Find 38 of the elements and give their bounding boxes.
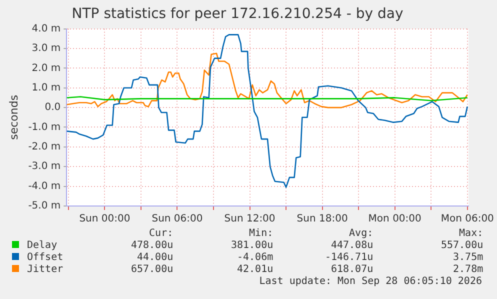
text: 447.08u [330, 240, 374, 252]
text: Avg: [348, 228, 374, 240]
text: 657.00u [130, 264, 174, 276]
x-tick-label: Mon 06:00 [440, 214, 494, 225]
x-tick-label: Sun 18:00 [296, 214, 348, 225]
text: 3.75m [452, 252, 484, 264]
x-tick-label: Mon 00:00 [368, 214, 422, 225]
text: 478.00u [130, 240, 174, 252]
x-tick-label: Sun 06:00 [152, 214, 203, 225]
y-tick-label: 1.0 m [32, 82, 61, 94]
legend-label: Delay [26, 240, 58, 252]
text: 44.00u [136, 252, 174, 264]
text: Last update: Mon Sep 28 06:05:10 2026 [258, 276, 482, 287]
y-tick-label: 3.0 m [32, 43, 61, 54]
text: 557.00u [440, 240, 484, 252]
y-tick-label: 2.0 m [32, 62, 61, 74]
text: 618.07u [330, 264, 374, 276]
y-tick-label: -5.0 m [28, 200, 61, 212]
text: Cur: [148, 228, 174, 240]
y-tick-label: -4.0 m [28, 180, 61, 192]
legend-label: Jitter [26, 264, 64, 276]
x-tick-label: Sun 12:00 [224, 214, 276, 225]
text: 381.00u [230, 240, 274, 252]
chart-title: NTP statistics for peer 172.16.210.254 - by day [72, 6, 404, 22]
y-tick-label: -2.0 m [28, 142, 61, 153]
y-tick-label: 0.0 [44, 102, 61, 114]
y-tick-label: -1.0 m [28, 122, 61, 133]
text: 42.01u [236, 264, 274, 276]
text: -4.06m [236, 252, 274, 264]
legend-label: Offset [26, 252, 64, 264]
text: -146.71u [324, 252, 374, 264]
y-tick-label: -3.0 m [28, 161, 61, 172]
x-tick-label: Sun 00:00 [79, 214, 130, 225]
text: 2.78m [452, 264, 484, 276]
text: Max: [458, 228, 484, 240]
y-tick-label: 4.0 m [32, 23, 61, 34]
text: Min: [248, 228, 274, 240]
y-axis-title: seconds [7, 94, 20, 140]
